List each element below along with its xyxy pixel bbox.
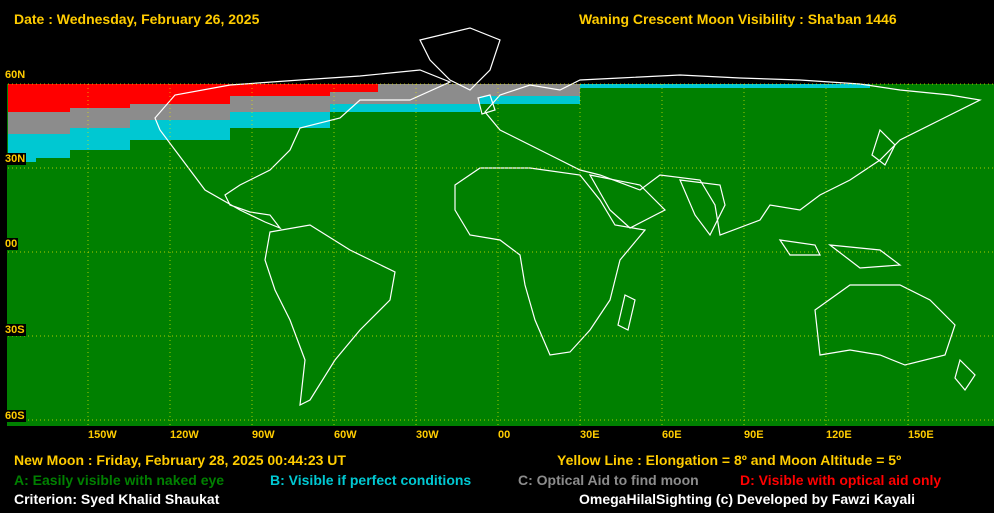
lon-label-90e: 90E xyxy=(744,429,764,441)
credit-label: OmegaHilalSighting (c) Developed by Fawz… xyxy=(579,491,916,507)
new-moon-label: New Moon : Friday, February 28, 2025 00:… xyxy=(14,452,346,468)
lon-label-120w: 120W xyxy=(170,429,199,441)
lon-label-60w: 60W xyxy=(334,429,357,441)
zone-d-area xyxy=(8,84,378,112)
lat-label-00: 00 xyxy=(4,238,19,250)
lat-label-60s: 60S xyxy=(4,410,26,422)
zone-a-area xyxy=(0,84,994,426)
legend-b: B: Visible if perfect conditions xyxy=(270,472,472,488)
lon-label-120e: 120E xyxy=(826,429,852,441)
lon-label-150e: 150E xyxy=(908,429,934,441)
date-label: Date : Wednesday, February 26, 2025 xyxy=(14,11,260,27)
lon-label-30w: 30W xyxy=(416,429,439,441)
lon-label-150w: 150W xyxy=(88,429,117,441)
left-edge xyxy=(0,84,7,426)
legend-a: A: Easily visible with naked eye xyxy=(14,472,225,488)
coastlines xyxy=(154,27,982,407)
lat-label-60n: 60N xyxy=(4,69,27,81)
legend-d: D: Visible with optical aid only xyxy=(740,472,942,488)
lat-label-30n: 30N xyxy=(4,153,27,165)
yellow-line-label: Yellow Line : Elongation = 8º and Moon A… xyxy=(557,452,902,468)
lon-label-00: 00 xyxy=(498,429,511,441)
lon-label-30e: 30E xyxy=(580,429,600,441)
graticule xyxy=(8,83,994,426)
lon-label-60e: 60E xyxy=(662,429,682,441)
lat-label-30s: 30S xyxy=(4,324,26,336)
map-title: Waning Crescent Moon Visibility : Sha'ba… xyxy=(579,11,897,27)
legend-c: C: Optical Aid to find moon xyxy=(518,472,699,488)
criterion-label: Criterion: Syed Khalid Shaukat xyxy=(14,491,220,507)
lon-label-90w: 90W xyxy=(252,429,275,441)
polar-region xyxy=(0,0,994,84)
